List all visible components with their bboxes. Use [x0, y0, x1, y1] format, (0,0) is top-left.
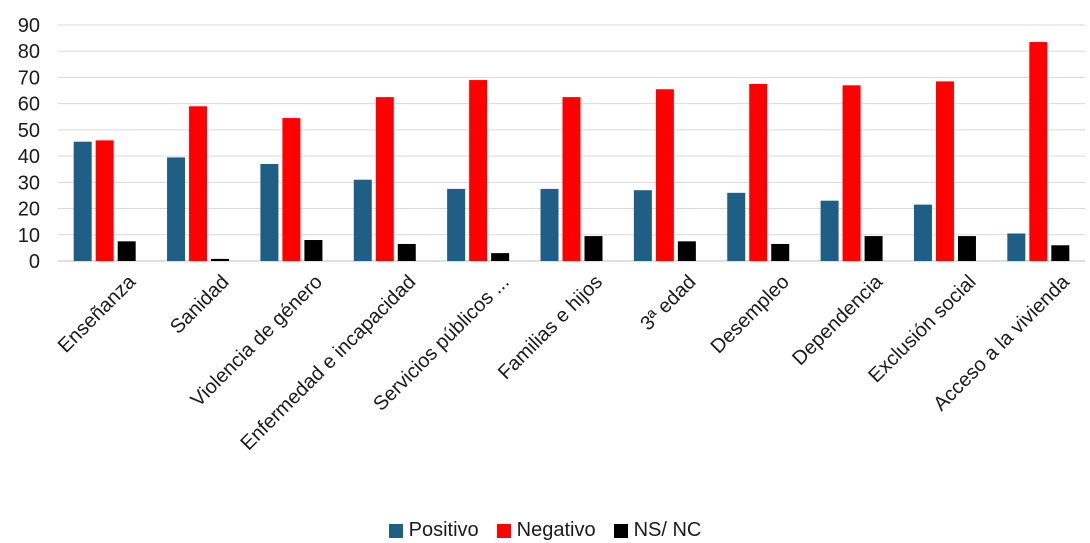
- bar-ns-nc-1: [211, 258, 230, 261]
- bar-positivo-2: [260, 163, 279, 261]
- legend-label: Positivo: [408, 519, 479, 541]
- bar-negativo-4: [469, 80, 488, 261]
- x-tick-label: Enfermedad e incapacidad: [236, 271, 420, 455]
- bar-ns-nc-0: [117, 241, 136, 261]
- legend-swatch: [613, 523, 628, 538]
- bar-ns-nc-4: [491, 253, 510, 261]
- legend-item: Positivo: [388, 519, 479, 542]
- bar-negativo-3: [375, 97, 394, 261]
- bar-negativo-1: [189, 106, 208, 262]
- bar-positivo-7: [727, 192, 746, 261]
- y-tick-label: 60: [18, 94, 40, 116]
- x-tick-label: Dependencia: [788, 270, 888, 370]
- bar-ns-nc-2: [304, 240, 323, 261]
- bar-ns-nc-10: [1051, 245, 1070, 261]
- bar-positivo-6: [633, 190, 652, 261]
- bar-ns-nc-9: [957, 236, 976, 261]
- legend-swatch: [388, 523, 403, 538]
- y-tick-label: 10: [18, 225, 40, 247]
- bar-positivo-9: [913, 204, 932, 261]
- y-tick-label: 80: [18, 41, 40, 63]
- bar-positivo-3: [353, 179, 372, 261]
- bar-ns-nc-6: [677, 241, 696, 261]
- y-tick-label: 90: [18, 15, 40, 37]
- y-tick-label: 70: [18, 67, 40, 89]
- bar-negativo-5: [562, 97, 581, 261]
- legend-label: Negativo: [516, 519, 596, 541]
- bar-negativo-10: [1029, 42, 1048, 261]
- bar-positivo-8: [820, 200, 839, 261]
- bar-negativo-6: [655, 89, 674, 261]
- x-tick-label: Sanidad: [166, 271, 233, 338]
- y-tick-label: 50: [18, 120, 40, 142]
- bar-ns-nc-3: [397, 243, 416, 261]
- x-tick-label: Enseñanza: [54, 270, 141, 357]
- legend-label: NS/ NC: [633, 519, 702, 541]
- bar-positivo-5: [540, 188, 559, 261]
- bar-ns-nc-8: [864, 236, 883, 261]
- bar-positivo-10: [1007, 233, 1026, 261]
- bar-ns-nc-5: [584, 236, 603, 261]
- y-tick-label: 40: [18, 146, 40, 168]
- bar-negativo-8: [842, 85, 861, 261]
- bar-negativo-7: [749, 84, 768, 261]
- y-tick-label: 20: [18, 199, 40, 221]
- legend-item: NS/ NC: [613, 519, 702, 542]
- legend-item: Negativo: [496, 519, 596, 542]
- bar-positivo-1: [167, 157, 186, 261]
- bar-negativo-0: [95, 140, 114, 261]
- legend-swatch: [496, 523, 511, 538]
- bar-ns-nc-7: [771, 243, 790, 261]
- y-tick-label: 0: [29, 251, 40, 273]
- legend: Positivo Negativo NS/ NC: [0, 518, 1090, 543]
- bar-positivo-0: [73, 141, 92, 261]
- x-tick-label: 3ª edad: [636, 271, 700, 335]
- bar-positivo-4: [447, 188, 466, 261]
- y-tick-label: 30: [18, 172, 40, 194]
- x-tick-label: Desempleo: [707, 271, 794, 358]
- bar-negativo-2: [282, 118, 301, 261]
- bar-negativo-9: [935, 81, 954, 261]
